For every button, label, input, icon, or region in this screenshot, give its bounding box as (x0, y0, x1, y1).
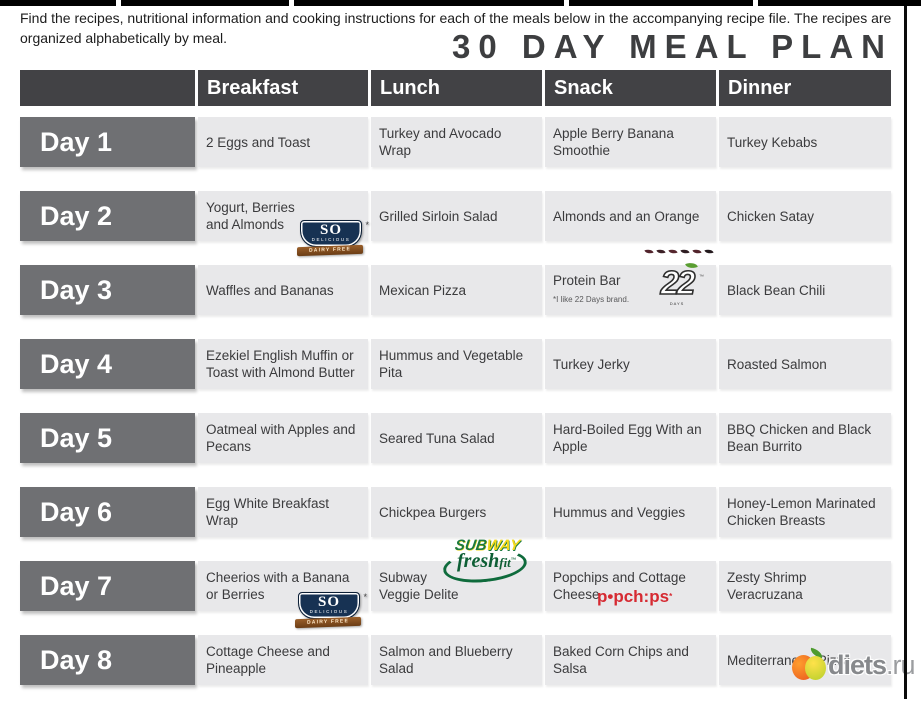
table-row-day-8: Day 8 Cottage Cheese and Pineapple Salmo… (20, 635, 891, 685)
so-delicious-shield-icon: SO DELICIOUS (300, 220, 362, 247)
dinner-cell: Zesty Shrimp Veracruzana (719, 561, 891, 611)
breakfast-cell: Waffles and Bananas (198, 265, 368, 315)
22-days-logo: ™ 22 DAYS (653, 260, 704, 312)
dinner-cell: Honey-Lemon Marinated Chicken Breasts (719, 487, 891, 537)
breakfast-cell: Egg White Breakfast Wrap (198, 487, 368, 537)
table-row-day-4: Day 4 Ezekiel English Muffin or Toast wi… (20, 339, 891, 389)
day-label: Day 2 (20, 191, 195, 241)
lunch-cell: Salmon and Blueberry Salad (371, 635, 542, 685)
snack-cell: Turkey Jerky (545, 339, 716, 389)
dinner-cell: BBQ Chicken and Black Bean Burrito (719, 413, 891, 463)
table-header-row: Breakfast Lunch Snack Dinner (20, 70, 891, 106)
table-row-day-7: Day 7 Cheerios with a Banana or Berries … (20, 537, 891, 629)
breakfast-cell: Cottage Cheese and Pineapple (198, 635, 368, 685)
column-header-day (20, 70, 195, 106)
lunch-cell: Grilled Sirloin Salad (371, 191, 542, 241)
meal-plan-table: Breakfast Lunch Snack Dinner Day 1 2 Egg… (20, 70, 891, 709)
edge-notch (753, 0, 758, 6)
edge-notch (564, 0, 569, 6)
snack-footnote: *I like 22 Days brand. (553, 295, 630, 304)
snack-cell: Popchips and Cottage Cheese p•pch:ps* (545, 561, 716, 611)
apple-icon (792, 647, 826, 681)
breakfast-cell: Oatmeal with Apples and Pecans (198, 413, 368, 463)
breakfast-cell: Yogurt, Berries and Almonds SO DELICIOUS… (198, 191, 369, 257)
snack-cell: Hard-Boiled Egg With an Apple (545, 413, 716, 463)
intro-paragraph: Find the recipes, nutritional informatio… (20, 10, 892, 46)
snack-cell: Hummus and Veggies (545, 487, 716, 537)
snack-cell: Baked Corn Chips and Salsa (545, 635, 716, 685)
popchips-logo: p•pch:ps* (597, 587, 673, 606)
subway-fresh-fit-logo: SUBWAY freshfit™ (441, 537, 553, 587)
so-delicious-shield-icon: SO DELICIOUS (298, 592, 360, 619)
breakfast-cell: Cheerios with a Banana or Berries SO DEL… (198, 561, 368, 629)
day-label: Day 8 (20, 635, 195, 685)
day-label: Day 1 (20, 117, 195, 167)
edge-notch (116, 0, 121, 6)
day-label: Day 4 (20, 339, 195, 389)
lunch-cell: Turkey and Avocado Wrap (371, 117, 542, 167)
dinner-cell: Roasted Salmon (719, 339, 891, 389)
table-row-day-1: Day 1 2 Eggs and Toast Turkey and Avocad… (20, 117, 891, 167)
lunch-cell: Mexican Pizza (371, 265, 542, 315)
column-header-snack: Snack (545, 70, 716, 106)
snack-cell: Almonds and an Orange (545, 191, 716, 241)
page-title: 30 DAY MEAL PLAN (452, 28, 893, 65)
breakfast-cell: Ezekiel English Muffin or Toast with Alm… (198, 339, 368, 389)
page-right-edge (904, 0, 907, 699)
page-top-edge (0, 0, 921, 6)
lunch-cell: Chickpea Burgers (371, 487, 542, 537)
leaves-garnish-icon (644, 247, 714, 256)
lunch-cell: Hummus and Vegetable Pita (371, 339, 542, 389)
column-header-breakfast: Breakfast (198, 70, 368, 106)
table-row-day-5: Day 5 Oatmeal with Apples and Pecans Sea… (20, 413, 891, 463)
edge-notch (289, 0, 294, 6)
snack-cell: Apple Berry Banana Smoothie (545, 117, 716, 167)
day-label: Day 3 (20, 265, 195, 315)
table-row-day-2: Day 2 Yogurt, Berries and Almonds SO DEL… (20, 191, 891, 257)
dinner-cell: Black Bean Chili (719, 265, 891, 315)
column-header-lunch: Lunch (371, 70, 542, 106)
so-delicious-logo: SO DELICIOUS DAIRY FREE * (295, 592, 367, 629)
lunch-cell: Subway Veggie Delite SUBWAY freshfit™ (371, 537, 542, 611)
dinner-cell: Chicken Satay (719, 191, 891, 241)
breakfast-cell: 2 Eggs and Toast (198, 117, 368, 167)
table-row-day-6: Day 6 Egg White Breakfast Wrap Chickpea … (20, 487, 891, 537)
column-header-dinner: Dinner (719, 70, 891, 106)
table-row-day-3: Day 3 Waffles and Bananas Mexican Pizza … (20, 247, 891, 315)
day-label: Day 6 (20, 487, 195, 537)
day-label: Day 5 (20, 413, 195, 463)
snack-cell: Protein Bar *I like 22 Days brand. ™ 22 … (545, 247, 716, 315)
so-delicious-logo: SO DELICIOUS DAIRY FREE * (297, 220, 369, 257)
lunch-cell: Seared Tuna Salad (371, 413, 542, 463)
day-label: Day 7 (20, 561, 195, 611)
dinner-cell: Turkey Kebabs (719, 117, 891, 167)
diets-ru-watermark: diets.ru (792, 647, 916, 681)
